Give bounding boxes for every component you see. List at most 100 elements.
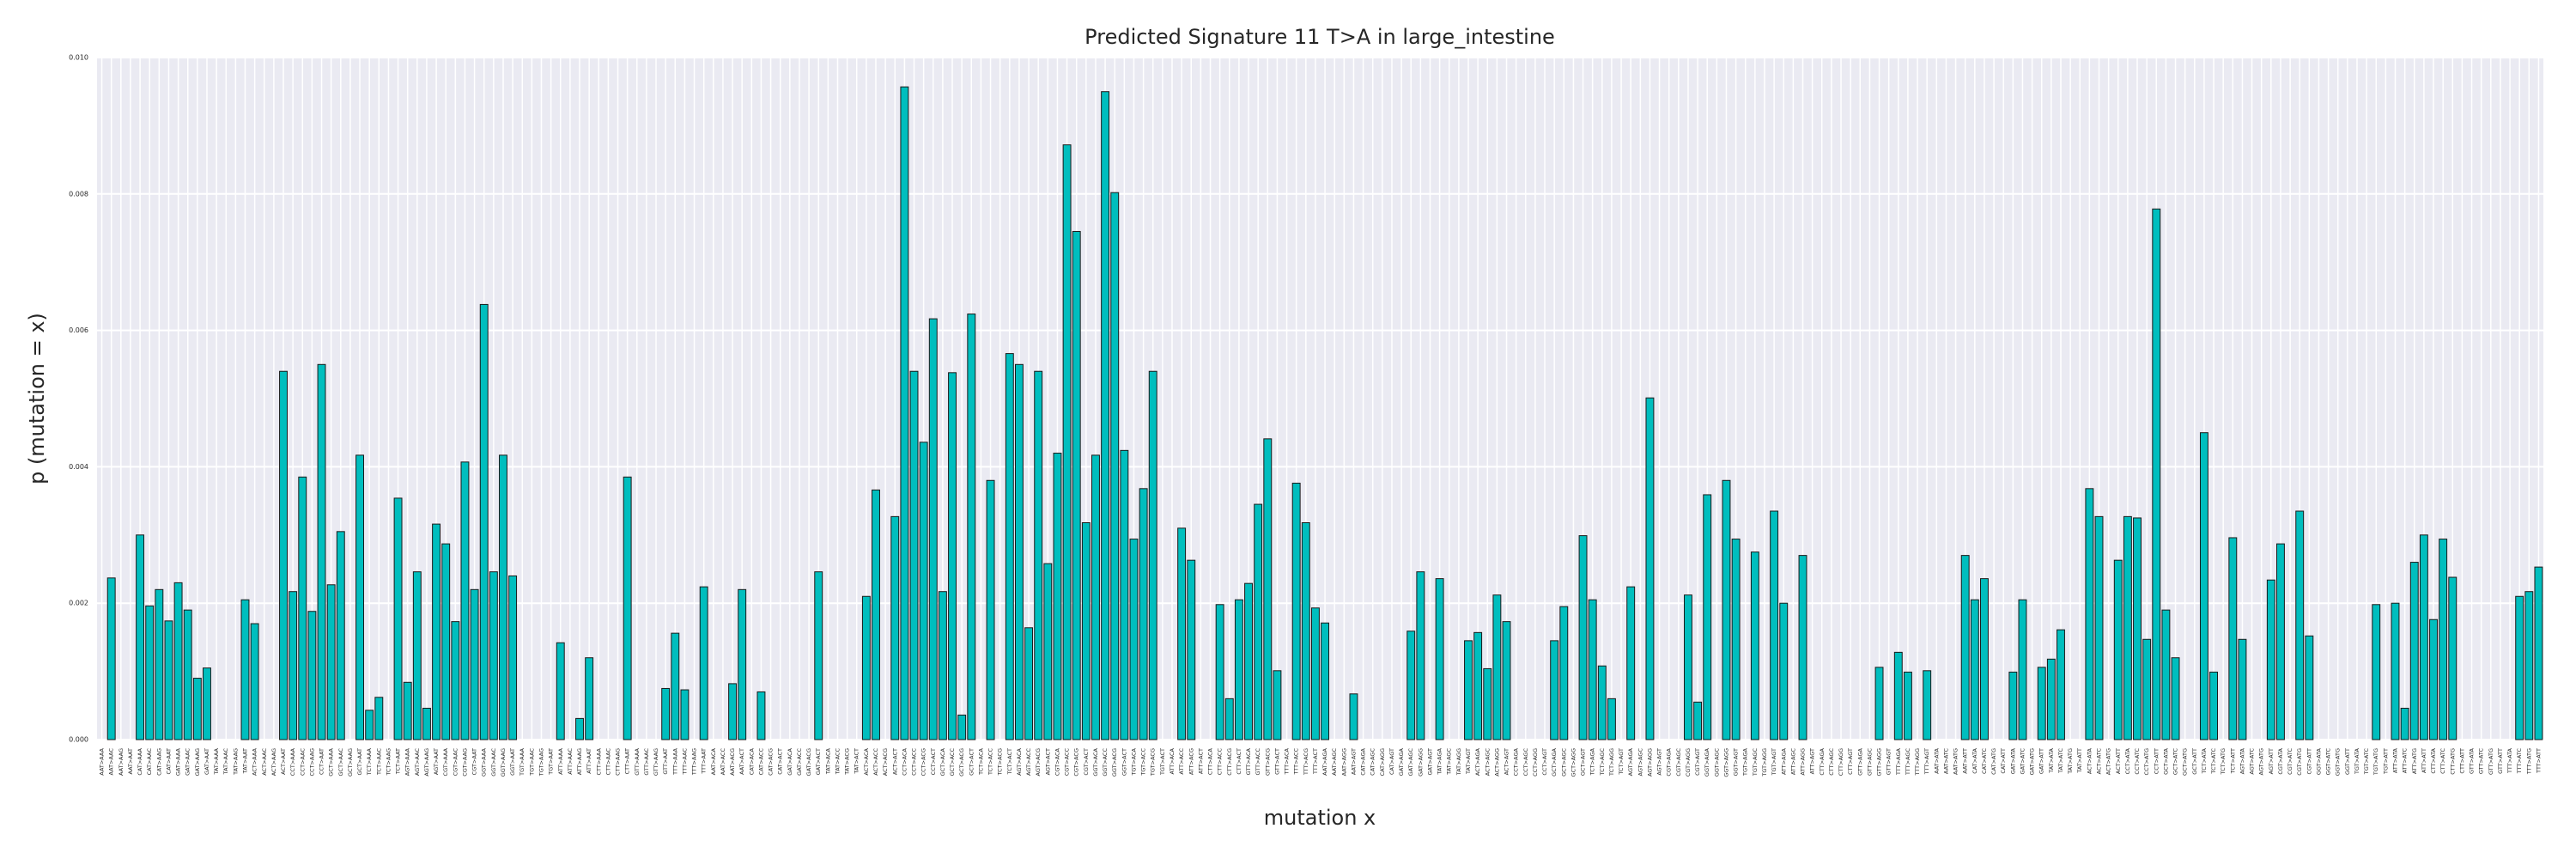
x-tick-label: TAT>AAC [222,748,229,776]
x-tick-label: GGT>AGA [1704,747,1710,777]
x-tick-label: GCT>ACC [949,748,956,777]
x-tick-label: TGT>ACC [1140,748,1147,777]
bar [1923,670,1932,740]
x-tick-label: GTT>AAA [634,747,641,775]
x-tick-label: GCT>AGT [1580,748,1587,776]
bar [1148,370,1157,740]
x-tick-label: ATT>ACC [1178,748,1185,775]
x-tick-label: GCT>ACG [958,748,965,777]
x-tick-label: GCT>AGG [1570,748,1577,777]
x-tick-label: CCT>AAA [289,747,296,776]
x-tick-label: GTT>AGA [1856,747,1863,775]
bar [2391,602,2400,740]
x-tick-label: CAT>ACT [777,748,784,775]
x-tick-label: GGT>ATC [2325,748,2332,776]
x-tick-label: TTT>ACC [1293,748,1300,776]
x-tick-label: CAT>AAA [137,747,143,775]
x-tick-label: TCT>AGC [1599,748,1606,777]
x-tick-label: ACT>AAA [252,747,258,776]
x-axis-label: mutation x [1264,806,1376,830]
x-tick-label: GCT>ACT [968,748,975,776]
bar [900,86,909,740]
x-tick-label: CCT>AGG [1532,748,1539,777]
bar [489,571,498,740]
x-tick-label: TTT>AGT [1923,748,1930,775]
bar [2524,591,2534,740]
x-tick-label: CAT>AAT [165,748,172,774]
x-tick-label: TCT>AAC [375,748,382,777]
bar [432,523,441,740]
x-tick-label: AAT>AGT [1350,748,1357,775]
bar [909,370,919,740]
y-tick-label: 0.002 [69,600,88,607]
x-tick-label: GGT>ACT [1121,748,1127,776]
bar [1750,551,1759,740]
x-tick-label: TTT>AGC [1905,748,1911,776]
bar [1597,665,1607,740]
bar [1244,582,1253,740]
y-tick-label: 0.006 [69,326,88,334]
x-tick-label: AAT>ATG [1953,748,1959,775]
x-tick-label: CAT>ATT [2000,748,2007,774]
x-tick-label: TCT>ATG [2220,748,2227,776]
x-tick-label: TTT>ATG [2525,748,2532,775]
bar [499,454,507,740]
bar [2046,658,2056,740]
bar [2372,604,2381,740]
x-tick-label: ACT>ATA [2086,747,2093,774]
bar [1034,370,1043,740]
bar [2409,562,2419,740]
bar [155,588,164,740]
x-tick-label: GTT>ACT [1273,748,1280,775]
bar [986,479,995,740]
bar [1645,397,1655,740]
bar [2276,543,2285,740]
x-tick-label: TAT>AGG [1455,748,1462,776]
bar [2419,534,2428,740]
bar [1559,606,1569,740]
y-tick-label: 0.010 [69,54,88,62]
x-tick-label: AGT>ACT [1044,748,1051,775]
x-tick-label: AAT>ACC [720,748,726,776]
x-tick-label: CAT>AAC [146,748,153,776]
x-tick-label: CAT>ACC [757,748,764,776]
x-tick-label: CTT>AGC [1828,748,1835,776]
x-tick-label: CTT>AAT [624,748,631,774]
bar [2209,671,2219,740]
x-tick-label: ATT>AAG [576,748,583,775]
x-tick-label: GGT>ACC [1102,748,1109,777]
x-tick-label: ATT>AGC [1789,748,1796,776]
x-tick-label: GTT>AAC [643,748,650,776]
bar [470,588,479,740]
x-tick-label: AGT>AGT [1656,748,1663,776]
x-tick-label: TCT>ATA [2201,747,2208,774]
x-tick-label: ATT>ATA [2392,747,2399,773]
x-tick-label: TTT>ATA [2506,747,2513,774]
bar [556,642,565,740]
x-tick-label: GTT>ATC [2478,748,2485,775]
x-tick-label: GAT>ACA [787,747,793,775]
x-tick-label: ACT>ATG [2105,748,2112,775]
bar [814,571,823,740]
x-tick-label: AAT>AGC [1331,748,1338,776]
x-tick-label: CGT>AGA [1666,747,1673,776]
bar [919,442,928,740]
x-tick-label: TGT>ACT [1159,748,1166,776]
bar [623,476,632,740]
x-tick-label: CGT>AAT [471,748,478,775]
x-tick-label: AGT>AAG [423,748,430,777]
x-tick-label: GTT>ATT [2497,748,2504,774]
y-tick-label: 0.004 [69,463,88,471]
bar [403,681,412,740]
x-tick-label: ACT>AAC [261,748,268,776]
bar [1970,599,1979,740]
bar [2085,488,2094,740]
x-tick-label: CGT>AGT [1694,748,1701,776]
bar [967,314,976,740]
x-tick-label: TGT>AGA [1742,747,1749,777]
x-tick-label: CGT>ACT [1083,748,1090,776]
x-tick-label: GCT>AAG [347,748,354,777]
bar [1779,602,1789,740]
x-tick-label: ACT>ACC [872,748,879,776]
x-tick-label: CGT>AAG [461,748,468,777]
